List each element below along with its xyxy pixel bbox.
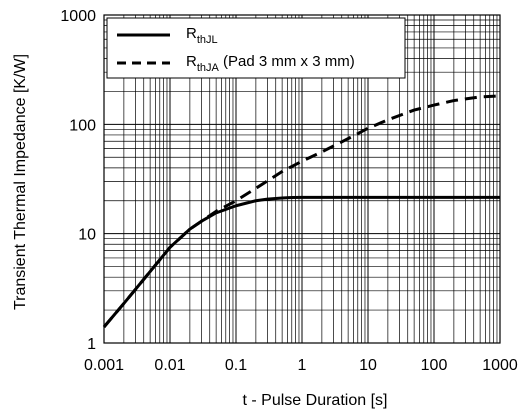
x-tick-label: 0.01 bbox=[154, 357, 185, 374]
y-tick-label: 10 bbox=[78, 227, 96, 244]
x-tick-label: 10 bbox=[359, 357, 377, 374]
legend-label-rthjl-sub: thJL bbox=[197, 34, 218, 46]
plot-frame bbox=[103, 14, 501, 344]
legend-label-rthjl: RthJL bbox=[186, 25, 218, 46]
y-tick-label: 1 bbox=[87, 336, 96, 353]
y-tick-label: 100 bbox=[69, 117, 96, 134]
x-tick-label: 0.001 bbox=[84, 357, 124, 374]
x-axis-label: t - Pulse Duration [s] bbox=[243, 392, 388, 409]
legend-label-rthja-main: R bbox=[186, 53, 197, 70]
x-tick-label: 1 bbox=[298, 357, 307, 374]
x-tick-label: 0.1 bbox=[225, 357, 247, 374]
legend-label-rthja: RthJA (Pad 3 mm x 3 mm) bbox=[186, 53, 355, 74]
legend-label-rthja-sub: thJA bbox=[197, 62, 220, 74]
legend-label-rthja-suffix: (Pad 3 mm x 3 mm) bbox=[219, 53, 355, 70]
x-tick-label: 1000 bbox=[482, 357, 518, 374]
y-axis-label: Transient Thermal Impedance [K/W] bbox=[12, 54, 29, 310]
x-tick-label: 100 bbox=[421, 357, 448, 374]
legend-box bbox=[106, 17, 406, 79]
y-tick-label: 1000 bbox=[60, 8, 96, 25]
legend-label-rthjl-main: R bbox=[186, 25, 197, 42]
legend: RthJL RthJA (Pad 3 mm x 3 mm) bbox=[106, 17, 406, 79]
series-line-rthja bbox=[102, 94, 501, 328]
series-layer bbox=[102, 94, 501, 328]
tick-labels: 0.001 0.01 0.1 1 10 100 1000 1 10 100 1000 bbox=[60, 8, 517, 374]
